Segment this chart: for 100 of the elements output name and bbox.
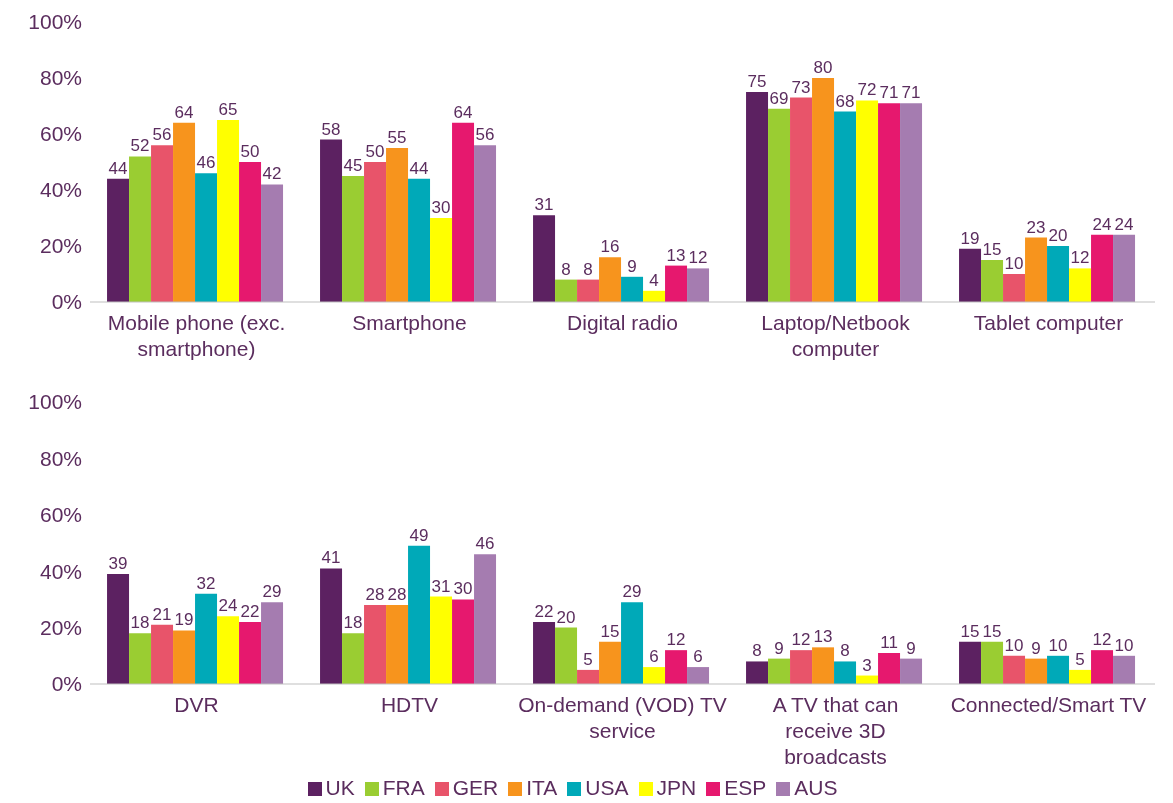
bar xyxy=(533,621,556,684)
data-label: 18 xyxy=(130,613,150,633)
x-tick-label: On-demand (VOD) TV service xyxy=(518,693,727,742)
data-label: 21 xyxy=(152,604,172,624)
bar xyxy=(1091,650,1114,684)
data-label: 44 xyxy=(409,158,429,178)
bar xyxy=(129,156,152,302)
data-label: 46 xyxy=(475,534,495,554)
data-label: 15 xyxy=(982,240,1002,259)
data-label: 55 xyxy=(387,128,407,147)
data-label: 29 xyxy=(622,582,642,602)
bar xyxy=(430,596,453,684)
bar xyxy=(599,641,622,684)
y-tick-label: 100% xyxy=(28,10,82,34)
bar xyxy=(1069,669,1092,684)
bar xyxy=(1113,655,1136,684)
bar xyxy=(790,650,813,684)
bar xyxy=(878,103,901,302)
data-label: 23 xyxy=(1026,217,1046,237)
data-label: 71 xyxy=(901,83,921,103)
bar xyxy=(261,184,284,302)
bar xyxy=(959,641,982,684)
y-tick-label: 60% xyxy=(39,122,82,146)
bar xyxy=(107,178,130,302)
data-label: 72 xyxy=(857,80,877,100)
data-label: 12 xyxy=(1070,248,1090,268)
data-label: 75 xyxy=(747,72,767,91)
x-tick-label: Digital radio xyxy=(567,311,678,334)
bar xyxy=(452,599,475,684)
data-label: 31 xyxy=(431,576,451,596)
data-label: 4 xyxy=(649,270,659,290)
bar xyxy=(577,669,600,684)
bar xyxy=(364,162,387,302)
data-label: 41 xyxy=(321,548,341,568)
data-label: 45 xyxy=(343,156,363,175)
data-label: 12 xyxy=(688,248,708,268)
legend-label: ITA xyxy=(526,776,558,799)
bar xyxy=(173,122,196,302)
data-label: 46 xyxy=(196,153,216,173)
data-label: 9 xyxy=(774,638,784,658)
data-label: 65 xyxy=(218,100,238,119)
data-label: 19 xyxy=(960,228,980,248)
data-label: 10 xyxy=(1004,635,1024,655)
y-tick-label: 20% xyxy=(39,234,82,258)
data-label: 10 xyxy=(1004,254,1024,273)
bar xyxy=(790,97,813,302)
data-label: 8 xyxy=(840,641,850,661)
data-label: 8 xyxy=(583,259,593,279)
bar xyxy=(900,103,923,302)
bar xyxy=(834,111,857,302)
data-label: 29 xyxy=(262,582,282,602)
bar xyxy=(746,661,769,684)
legend-label: AUS xyxy=(794,776,838,799)
bar xyxy=(452,122,475,302)
bar xyxy=(768,658,791,684)
data-label: 58 xyxy=(321,119,341,139)
data-label: 39 xyxy=(108,554,128,574)
data-label: 64 xyxy=(453,102,473,122)
legend-label: GER xyxy=(452,776,499,799)
data-label: 5 xyxy=(583,649,593,669)
bar xyxy=(320,139,343,302)
y-tick-label: 0% xyxy=(51,672,82,696)
data-label: 24 xyxy=(1114,214,1134,234)
data-label: 56 xyxy=(475,125,495,145)
data-label: 68 xyxy=(835,91,855,111)
data-label: 16 xyxy=(600,237,620,257)
data-label: 52 xyxy=(130,136,150,156)
bar xyxy=(107,574,130,684)
bar xyxy=(981,641,1004,684)
bar xyxy=(665,650,688,684)
bar xyxy=(768,108,791,302)
y-tick-label: 40% xyxy=(39,178,82,202)
data-label: 32 xyxy=(196,573,216,593)
data-label: 12 xyxy=(791,630,811,650)
legend-label: ESP xyxy=(724,776,767,799)
bar xyxy=(555,279,578,302)
bar xyxy=(746,92,769,302)
legend-label: JPN xyxy=(656,776,697,799)
data-label: 50 xyxy=(240,142,260,161)
x-tick-label: DVR xyxy=(174,693,219,716)
y-tick-label: 100% xyxy=(28,390,82,414)
bar xyxy=(474,145,497,302)
bar xyxy=(812,78,835,302)
data-label: 44 xyxy=(108,158,128,178)
bar xyxy=(621,276,644,302)
data-label: 71 xyxy=(879,83,899,103)
bar xyxy=(1069,268,1092,302)
x-tick-label: HDTV xyxy=(380,693,439,716)
bar xyxy=(430,218,453,302)
bar xyxy=(621,602,644,684)
data-label: 20 xyxy=(556,607,576,627)
data-label: 15 xyxy=(982,621,1002,641)
bar xyxy=(687,268,710,302)
data-label: 10 xyxy=(1114,635,1134,655)
bar xyxy=(342,633,365,684)
x-tick-label: Mobile phone (exc. smartphone) xyxy=(107,311,286,360)
bar xyxy=(195,173,218,302)
bar xyxy=(1025,658,1048,684)
x-tick-label: A TV that can receive 3D broadcasts xyxy=(772,693,899,768)
data-label: 19 xyxy=(174,610,194,630)
